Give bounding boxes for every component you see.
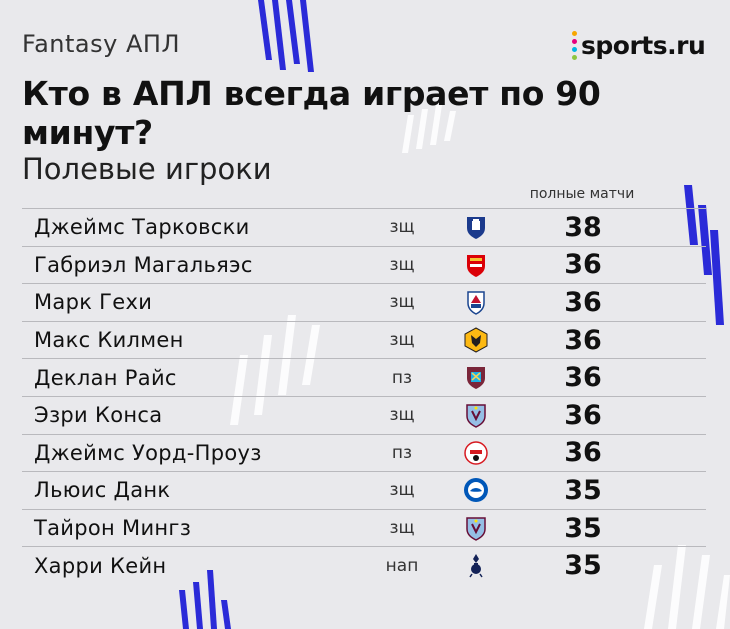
- player-position: нап: [385, 555, 419, 576]
- player-position: пз: [391, 442, 413, 463]
- tottenham-crest-icon: [463, 552, 489, 578]
- column-header-full-matches: полные матчи: [529, 186, 635, 202]
- logo-dots-icon: [572, 30, 577, 60]
- player-position: зщ: [389, 292, 415, 313]
- player-name: Харри Кейн: [34, 553, 167, 578]
- players-table: Джеймс Тарковски зщ 38 Габриэл Магальяэс…: [22, 208, 706, 584]
- player-position: зщ: [389, 405, 415, 426]
- everton-crest-icon: [463, 214, 489, 240]
- full-matches-value: 38: [564, 211, 602, 243]
- table-row: Джеймс Тарковски зщ 38: [22, 208, 706, 246]
- table-row: Джеймс Уорд-Проуз пз 36: [22, 433, 706, 472]
- player-name: Джеймс Тарковски: [34, 215, 250, 240]
- table-row: Харри Кейн нап 35: [22, 546, 706, 584]
- player-position: пз: [391, 367, 413, 388]
- wolves-crest-icon: [463, 327, 489, 353]
- table-row: Льюис Данк зщ 35: [22, 471, 706, 509]
- player-name: Габриэл Магальяэс: [34, 252, 253, 277]
- decor-stripes-bottom: [179, 570, 231, 629]
- player-position: зщ: [389, 330, 415, 351]
- player-position: зщ: [389, 480, 415, 501]
- player-name: Джеймс Уорд-Проуз: [34, 440, 262, 465]
- table-row: Тайрон Мингз зщ 35: [22, 508, 706, 547]
- player-name: Эзри Конса: [34, 403, 163, 428]
- full-matches-value: 36: [564, 437, 602, 469]
- arsenal-crest-icon: [463, 252, 489, 278]
- decor-stripes-white-bottom-right: [644, 545, 730, 629]
- crystal-palace-crest-icon: [463, 289, 489, 316]
- logo-wordmark: sports.ru: [581, 30, 706, 60]
- table-row: Марк Гехи зщ 36: [22, 283, 706, 321]
- full-matches-value: 36: [564, 362, 602, 394]
- table-row: Габриэл Магальяэс зщ 36: [22, 245, 706, 284]
- full-matches-value: 35: [564, 550, 602, 582]
- brighton-crest-icon: [463, 477, 489, 503]
- full-matches-value: 36: [564, 286, 602, 318]
- sports-ru-logo: sports.ru: [572, 28, 706, 62]
- decor-stripes-white-mid: [230, 315, 320, 425]
- decor-stripes-right: [684, 185, 724, 325]
- full-matches-value: 35: [564, 474, 602, 506]
- kicker-label: Fantasy АПЛ: [22, 30, 180, 58]
- table-row: Эзри Конса зщ 36: [22, 395, 706, 434]
- decor-stripes-white-top: [402, 105, 456, 153]
- aston-villa-crest-icon: [463, 402, 489, 428]
- table-row: Деклан Райс пз 36: [22, 358, 706, 396]
- page-title: Кто в АПЛ всегда играет по 90 минут?: [22, 74, 601, 152]
- full-matches-value: 36: [564, 249, 602, 281]
- full-matches-value: 36: [564, 399, 602, 431]
- table-row: Макс Килмен зщ 36: [22, 320, 706, 359]
- player-name: Марк Гехи: [34, 290, 153, 315]
- page-subtitle: Полевые игроки: [22, 152, 272, 186]
- player-position: зщ: [389, 217, 415, 238]
- player-name: Деклан Райс: [34, 365, 177, 390]
- player-name: Макс Килмен: [34, 328, 184, 353]
- decor-stripes-top: [258, 0, 314, 72]
- aston-villa-crest-icon: [463, 515, 489, 541]
- player-position: зщ: [389, 254, 415, 275]
- full-matches-value: 36: [564, 324, 602, 356]
- west-ham-crest-icon: [463, 364, 489, 390]
- full-matches-value: 35: [564, 512, 602, 544]
- player-name: Тайрон Мингз: [34, 516, 192, 541]
- southampton-crest-icon: [463, 440, 489, 466]
- player-name: Льюис Данк: [34, 478, 171, 503]
- player-position: зщ: [389, 518, 415, 539]
